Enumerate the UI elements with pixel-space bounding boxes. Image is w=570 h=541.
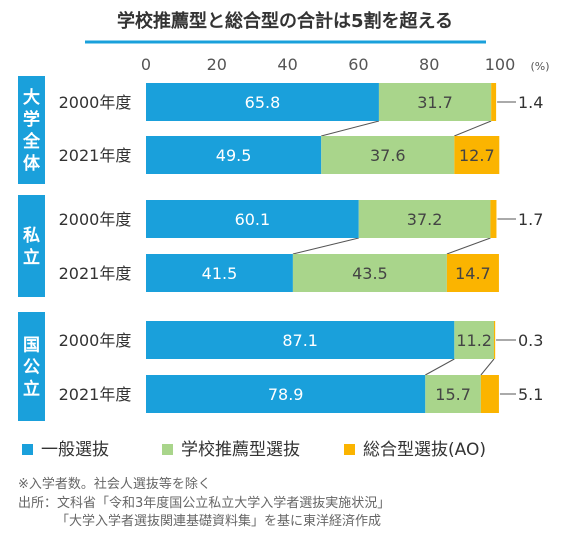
data-label: 1.4: [518, 93, 543, 112]
row-label: 2021年度: [59, 385, 132, 404]
bar-segment-general: [146, 375, 426, 413]
bar-segment-recommendation: [454, 321, 494, 359]
bar-segment-ao: [480, 375, 499, 413]
data-label: 31.7: [417, 93, 453, 112]
bar-segment-general: [146, 200, 359, 238]
segment-connector: [292, 237, 359, 255]
data-label: 1.7: [518, 210, 543, 229]
data-label: 37.2: [407, 210, 443, 229]
data-label: 15.7: [435, 385, 471, 404]
data-label: 65.8: [245, 93, 281, 112]
data-label: 5.1: [518, 385, 543, 404]
x-tick-label: 20: [207, 55, 227, 74]
data-label: 43.5: [352, 264, 388, 283]
data-label: 14.7: [455, 264, 491, 283]
segment-connector: [321, 120, 380, 137]
segment-connector: [454, 120, 492, 137]
row-label: 2000年度: [59, 93, 132, 112]
data-label: 11.2: [456, 331, 492, 350]
data-label: 0.3: [518, 331, 543, 350]
source-note: 出所：文科省「令和3年度国公立私立大学入学者選抜実施状況」: [18, 495, 390, 511]
x-tick-label: 0: [141, 55, 151, 74]
source-note: ※入学者数。社会人選抜等を除く: [18, 476, 211, 492]
row-label: 2000年度: [59, 331, 132, 350]
x-tick-label: 40: [277, 55, 297, 74]
row-label: 2021年度: [59, 146, 132, 165]
data-label: 37.6: [370, 146, 406, 165]
bar-segment-recommendation: [378, 83, 492, 121]
bar-segment-ao: [491, 83, 497, 121]
bar-segment-ao: [454, 136, 500, 174]
bar-segment-recommendation: [292, 254, 447, 292]
data-label: 78.9: [268, 385, 304, 404]
x-tick-label: 60: [348, 55, 368, 74]
legend-swatch: [344, 444, 355, 455]
row-label: 2021年度: [59, 264, 132, 283]
source-note: 「大学入学者選抜関連基礎資料集」を基に東洋経済作成: [56, 513, 381, 529]
legend-label: 学校推薦型選抜: [181, 440, 300, 460]
row-label: 2000年度: [59, 210, 132, 229]
bar-segment-recommendation: [358, 200, 491, 238]
bar-segment-recommendation: [321, 136, 455, 174]
legend-label: 一般選抜: [41, 440, 109, 460]
legend-swatch: [162, 444, 173, 455]
chart-title: 学校推薦型と総合型の合計は5割を超える: [117, 10, 453, 32]
data-label: 60.1: [235, 210, 271, 229]
bar-segment-ao: [490, 200, 497, 238]
bar-segment-recommendation: [425, 375, 481, 413]
legend-label: 総合型選抜(AO): [363, 440, 486, 460]
bar-segment-general: [146, 254, 293, 292]
bar-segment-general: [146, 83, 379, 121]
bar-segment-ao: [446, 254, 499, 292]
group-label-box: [18, 195, 45, 297]
segment-connector: [425, 358, 455, 376]
x-tick-label: 100: [485, 55, 516, 74]
group-label-box: [18, 312, 45, 421]
data-label: 12.7: [459, 146, 495, 165]
segment-connector: [446, 237, 491, 255]
x-tick-label: 80: [419, 55, 439, 74]
group-label-box: [18, 76, 45, 184]
x-unit-label: (%): [530, 60, 549, 73]
data-label: 49.5: [216, 146, 252, 165]
group-label: 大学全体: [22, 87, 41, 174]
bar-segment-general: [146, 321, 455, 359]
legend-swatch: [22, 444, 33, 455]
bar-segment-general: [146, 136, 322, 174]
bar-segment-ao: [493, 321, 496, 359]
data-label: 41.5: [202, 264, 238, 283]
segment-connector: [480, 358, 495, 376]
data-label: 87.1: [282, 331, 318, 350]
group-label: 国公立: [23, 336, 40, 400]
group-label: 私立: [23, 226, 40, 268]
